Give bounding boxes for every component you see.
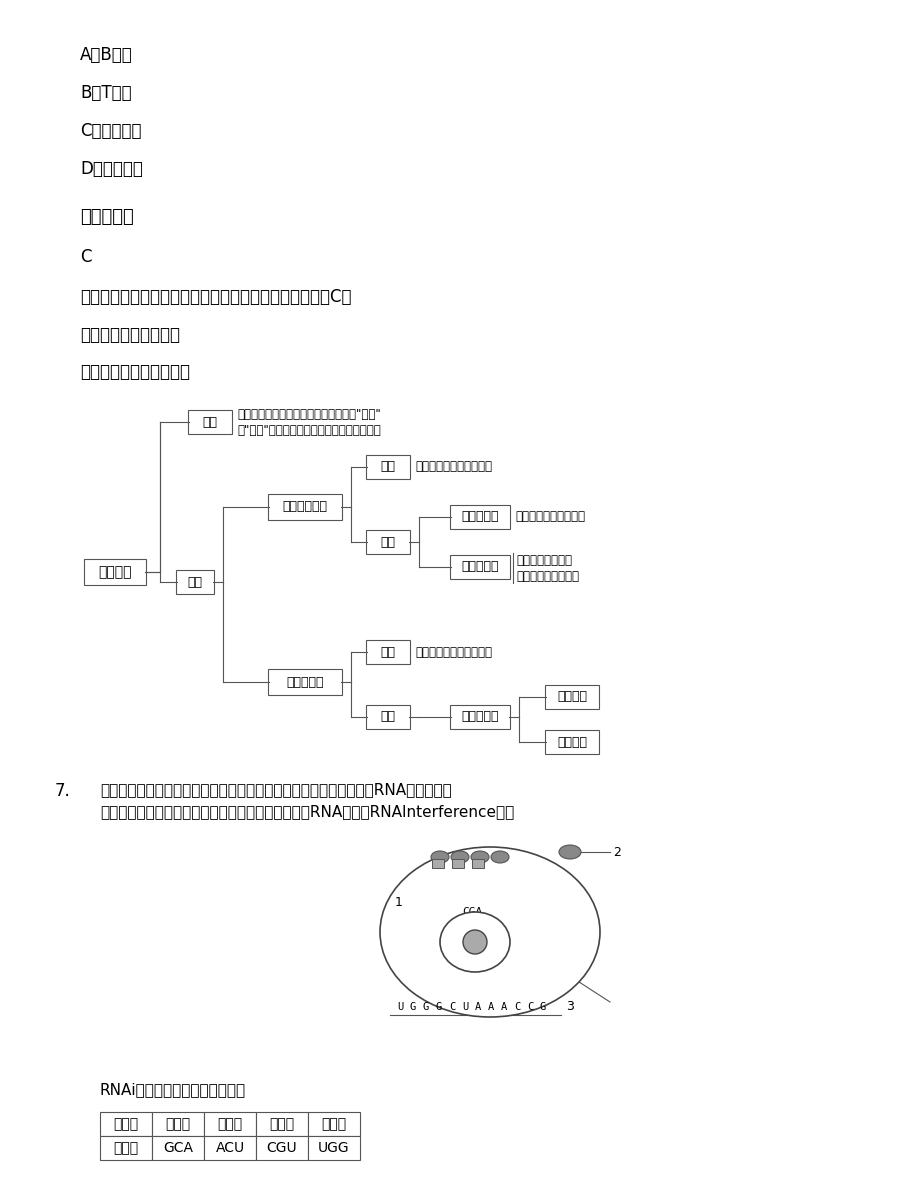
Text: G: G xyxy=(410,1002,415,1012)
FancyBboxPatch shape xyxy=(449,555,509,579)
Text: 概念: 概念 xyxy=(380,646,395,659)
FancyBboxPatch shape xyxy=(366,705,410,729)
Text: G: G xyxy=(436,1002,442,1012)
FancyBboxPatch shape xyxy=(267,669,342,696)
Text: 密码子: 密码子 xyxy=(113,1141,139,1155)
Text: 组成: 组成 xyxy=(380,536,395,549)
Text: CGU: CGU xyxy=(267,1141,297,1155)
Text: 对所有病原体的防御能力: 对所有病原体的防御能力 xyxy=(414,461,492,474)
Text: U: U xyxy=(461,1002,468,1012)
Text: A: A xyxy=(474,1002,481,1012)
FancyBboxPatch shape xyxy=(432,859,444,868)
Text: 吞噬细胞的吞噬作用: 吞噬细胞的吞噬作用 xyxy=(516,569,578,582)
Text: 【名师点睛】免疫概述：: 【名师点睛】免疫概述： xyxy=(80,363,190,381)
Text: RNAi）。请分析回答下列问题：: RNAi）。请分析回答下列问题： xyxy=(100,1081,246,1097)
FancyBboxPatch shape xyxy=(187,410,232,434)
Text: C: C xyxy=(448,1002,455,1012)
Text: 皮肤及黏膜的屏障作用: 皮肤及黏膜的屏障作用 xyxy=(515,511,584,524)
Text: 人体的第二道防线是体液中的杀菌物质和吞噬细胞，故选C。: 人体的第二道防线是体液中的杀菌物质和吞噬细胞，故选C。 xyxy=(80,288,351,306)
Text: 对特殊病原体的防御能力: 对特殊病原体的防御能力 xyxy=(414,646,492,659)
Text: C: C xyxy=(527,1002,532,1012)
Text: 3: 3 xyxy=(565,1000,573,1014)
Text: UGG: UGG xyxy=(318,1141,349,1155)
FancyBboxPatch shape xyxy=(176,570,214,594)
Text: 【考点定位】免疫调节: 【考点定位】免疫调节 xyxy=(80,326,180,344)
Text: 免疫概述: 免疫概述 xyxy=(98,565,131,579)
Ellipse shape xyxy=(559,844,581,859)
Text: 分类: 分类 xyxy=(187,575,202,588)
FancyBboxPatch shape xyxy=(366,640,410,665)
FancyBboxPatch shape xyxy=(152,1112,204,1136)
Text: 第二道防线: 第二道防线 xyxy=(460,561,498,574)
FancyBboxPatch shape xyxy=(255,1112,308,1136)
Text: D．记忆细胞: D．记忆细胞 xyxy=(80,160,142,177)
Ellipse shape xyxy=(450,852,469,863)
Text: 丙氨酸: 丙氨酸 xyxy=(165,1117,190,1131)
Text: CGA: CGA xyxy=(461,908,482,917)
Text: 使细胞内特定的基因处于关闭状态，这种现象被称作RNA干扰（RNAInterference简称: 使细胞内特定的基因处于关闭状态，这种现象被称作RNA干扰（RNAInterfer… xyxy=(100,804,514,819)
FancyBboxPatch shape xyxy=(366,530,410,554)
FancyBboxPatch shape xyxy=(449,505,509,529)
Circle shape xyxy=(462,930,486,954)
Text: ACU: ACU xyxy=(215,1141,244,1155)
FancyBboxPatch shape xyxy=(544,730,598,754)
Text: G: G xyxy=(423,1002,428,1012)
FancyBboxPatch shape xyxy=(451,859,463,868)
FancyBboxPatch shape xyxy=(204,1136,255,1160)
Text: 概念: 概念 xyxy=(380,461,395,474)
FancyBboxPatch shape xyxy=(100,1112,152,1136)
FancyBboxPatch shape xyxy=(204,1112,255,1136)
Text: 第三道防线: 第三道防线 xyxy=(460,711,498,723)
FancyBboxPatch shape xyxy=(544,685,598,709)
FancyBboxPatch shape xyxy=(152,1136,204,1160)
Ellipse shape xyxy=(491,852,508,863)
Text: GCA: GCA xyxy=(163,1141,193,1155)
FancyBboxPatch shape xyxy=(449,705,509,729)
Ellipse shape xyxy=(380,847,599,1017)
Text: 氨基酸: 氨基酸 xyxy=(113,1117,139,1131)
FancyBboxPatch shape xyxy=(100,1136,152,1160)
Text: 体液中的杀菌物质: 体液中的杀菌物质 xyxy=(516,554,572,567)
Text: 体液免疫: 体液免疫 xyxy=(556,691,586,704)
Text: A．B细胞: A．B细胞 xyxy=(80,46,132,64)
FancyBboxPatch shape xyxy=(471,859,483,868)
Text: 概念: 概念 xyxy=(202,416,217,429)
Text: 特异性免疫: 特异性免疫 xyxy=(286,675,323,688)
Text: 精氨酸: 精氨酸 xyxy=(269,1117,294,1131)
Text: B．T细胞: B．T细胞 xyxy=(80,85,131,102)
Text: 第一道防线: 第一道防线 xyxy=(460,511,498,524)
Text: 7.: 7. xyxy=(55,782,71,800)
Text: C．吞噬细胞: C．吞噬细胞 xyxy=(80,121,142,141)
FancyBboxPatch shape xyxy=(255,1136,308,1160)
Text: C: C xyxy=(80,248,91,266)
Text: 非特异性免疫: 非特异性免疫 xyxy=(282,500,327,513)
Text: 机体特殊的保护性生理功能。通过识别"自己": 机体特殊的保护性生理功能。通过识别"自己" xyxy=(237,407,380,420)
Text: 2: 2 xyxy=(612,846,620,859)
Text: C: C xyxy=(514,1002,519,1012)
FancyBboxPatch shape xyxy=(308,1112,359,1136)
Text: 1: 1 xyxy=(394,896,403,909)
FancyBboxPatch shape xyxy=(84,559,146,585)
Text: A: A xyxy=(487,1002,494,1012)
FancyBboxPatch shape xyxy=(366,455,410,479)
FancyBboxPatch shape xyxy=(267,494,342,520)
Text: 色氨酸: 色氨酸 xyxy=(321,1117,346,1131)
Text: 下图是人体细胞内蛋白质合成的一个过程。近年科学家还发现，一些RNA小片段能够: 下图是人体细胞内蛋白质合成的一个过程。近年科学家还发现，一些RNA小片段能够 xyxy=(100,782,451,797)
Text: 细胞免疫: 细胞免疫 xyxy=(556,736,586,748)
Text: A: A xyxy=(500,1002,506,1012)
Ellipse shape xyxy=(430,852,448,863)
Text: G: G xyxy=(539,1002,546,1012)
Text: 苏氨酸: 苏氨酸 xyxy=(217,1117,243,1131)
FancyBboxPatch shape xyxy=(308,1136,359,1160)
Text: 组成: 组成 xyxy=(380,711,395,723)
Ellipse shape xyxy=(439,912,509,972)
Text: 参考答案：: 参考答案： xyxy=(80,208,133,226)
Text: U: U xyxy=(396,1002,403,1012)
Text: 与"非已"，以维持机体内环境的平衡与稳定。: 与"非已"，以维持机体内环境的平衡与稳定。 xyxy=(237,424,380,436)
Ellipse shape xyxy=(471,852,489,863)
